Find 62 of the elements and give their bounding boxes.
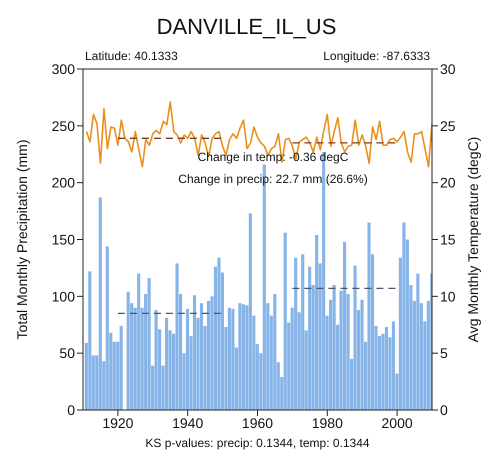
bar <box>402 222 406 410</box>
y2-axis-title: Avg Monthly Temperature (degC) <box>465 136 481 342</box>
y2-tick-label: 20 <box>440 174 456 191</box>
bar <box>360 300 364 410</box>
x-tick-label: 1940 <box>172 414 204 431</box>
bar <box>248 213 252 410</box>
bar <box>242 304 245 410</box>
bar <box>392 321 396 410</box>
bar <box>294 258 298 410</box>
y2-tick-label: 0 <box>440 402 448 418</box>
line-series <box>86 101 432 168</box>
y-axis-title: Total Monthly Precipitation (mm) <box>14 140 30 340</box>
bar <box>273 294 276 410</box>
bar <box>353 266 357 410</box>
bar <box>343 242 346 410</box>
bar <box>200 303 204 410</box>
bar <box>165 318 168 410</box>
y-tick-label: 100 <box>52 288 76 304</box>
bar <box>367 222 371 410</box>
bar <box>284 232 287 410</box>
bar <box>137 274 140 410</box>
bar <box>148 278 151 410</box>
y-tick-label: 150 <box>52 231 76 248</box>
bar <box>238 303 242 410</box>
bar <box>98 197 102 410</box>
x-tick-label: 1960 <box>242 414 274 431</box>
x-tick-label: 1980 <box>312 414 344 431</box>
bar <box>217 258 221 410</box>
bar <box>301 254 304 410</box>
bar <box>384 327 388 410</box>
text: Longitude: -87.6333 <box>323 49 430 63</box>
bar <box>154 310 158 410</box>
bar <box>186 308 190 410</box>
chart-title: DANVILLE_IL_US <box>156 14 338 40</box>
y2-tick-label: 30 <box>440 60 456 77</box>
y2-tick-label: 25 <box>440 118 456 134</box>
bar <box>106 246 109 410</box>
y-tick-label: 0 <box>67 402 76 418</box>
bar <box>126 292 130 410</box>
y2-tick-label: 5 <box>440 345 448 362</box>
bar <box>120 326 123 410</box>
y-tick-label: 300 <box>52 60 76 77</box>
text: KS p-values: precip: 0.1344, temp: 0.1344 <box>144 436 371 450</box>
text: Latitude: 40.1333 <box>85 49 178 63</box>
x-tick-label: 1920 <box>102 414 134 431</box>
y2-tick-label: 15 <box>440 231 456 248</box>
bar <box>308 266 312 410</box>
bar <box>332 284 336 410</box>
bar <box>206 300 210 410</box>
y-tick-label: 50 <box>59 345 76 362</box>
bar <box>315 234 318 410</box>
bar <box>416 274 420 410</box>
y-tick-label: 200 <box>52 174 76 191</box>
annotation: Change in precip: 22.7 mm (26.6%) <box>177 172 369 186</box>
bar <box>228 308 231 410</box>
y2-tick-label: 10 <box>440 288 456 304</box>
bar <box>88 271 92 410</box>
x-tick-label: 2000 <box>382 414 413 431</box>
bar <box>231 308 234 410</box>
bar <box>175 263 179 410</box>
bar <box>192 295 196 410</box>
y-tick-label: 250 <box>52 118 76 134</box>
